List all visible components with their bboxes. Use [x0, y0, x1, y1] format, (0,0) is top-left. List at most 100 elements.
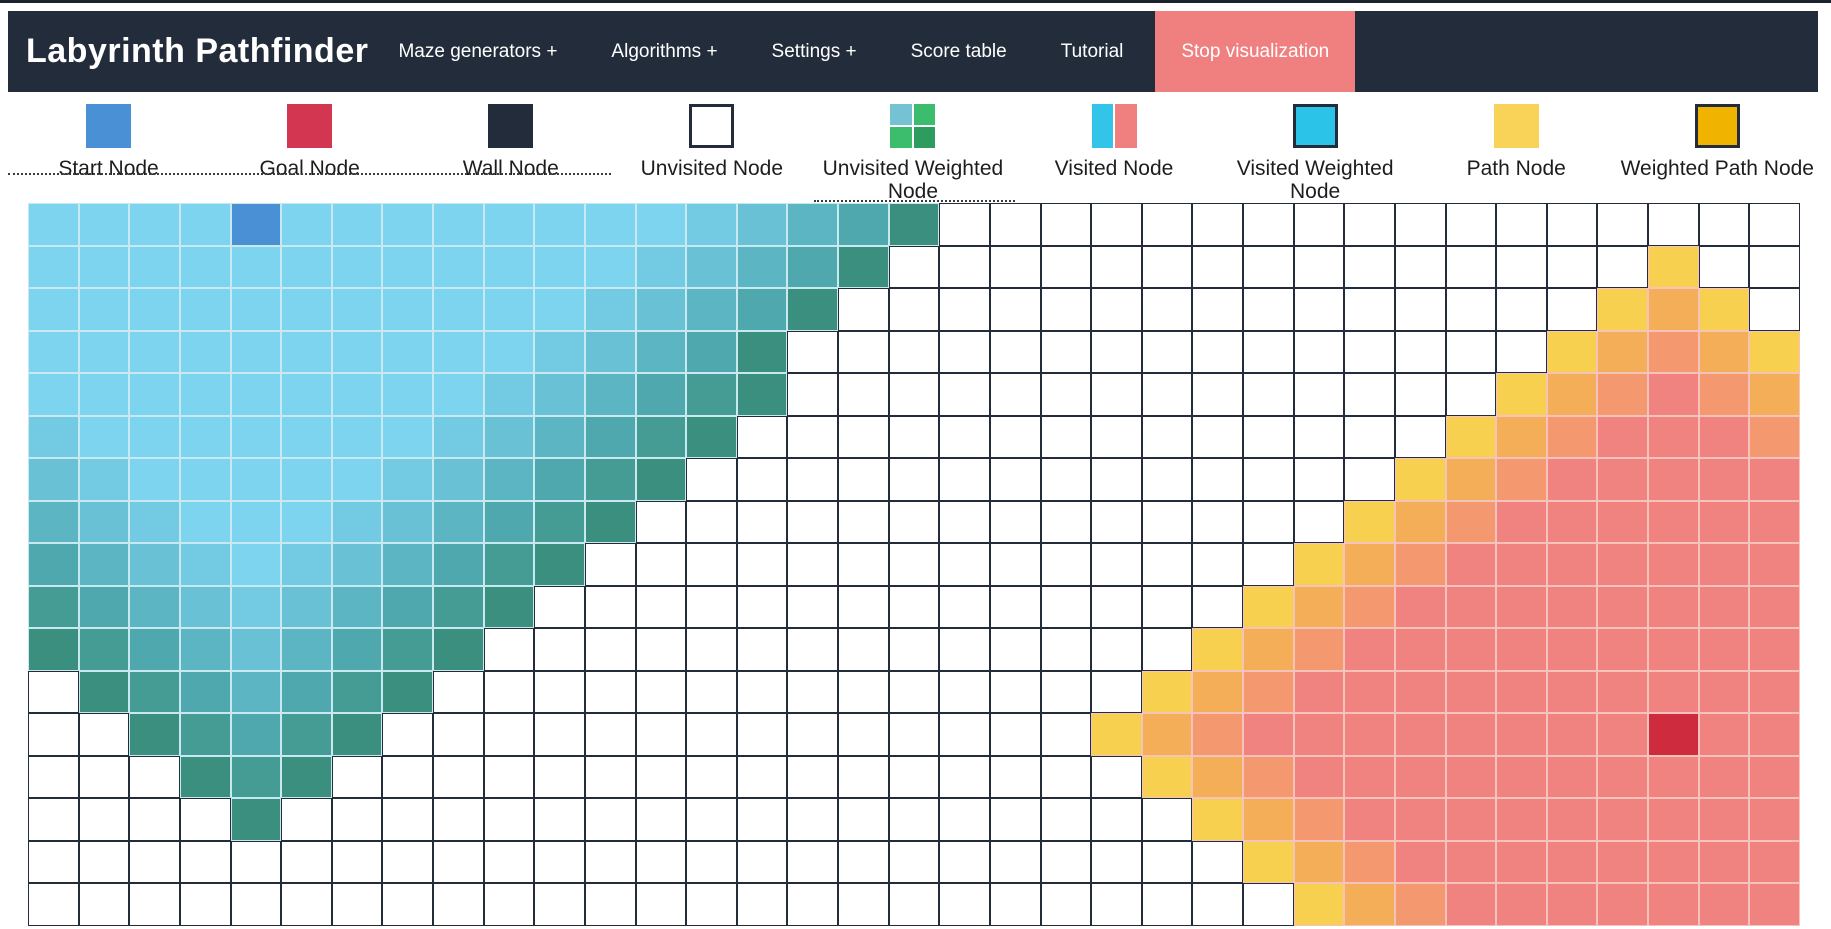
- unvisited-cell[interactable]: [838, 415, 889, 458]
- visited-cell[interactable]: [230, 330, 282, 373]
- unvisited-cell[interactable]: [1749, 245, 1800, 288]
- unvisited-cell[interactable]: [989, 543, 1041, 586]
- unvisited-cell[interactable]: [28, 713, 79, 756]
- visited-cell[interactable]: [686, 330, 737, 373]
- unvisited-cell[interactable]: [534, 798, 585, 841]
- unvisited-cell[interactable]: [1141, 373, 1193, 416]
- visited-cell[interactable]: [433, 628, 484, 671]
- unvisited-cell[interactable]: [1243, 458, 1294, 501]
- visited-cell[interactable]: [1749, 373, 1800, 416]
- unvisited-cell[interactable]: [1293, 415, 1345, 458]
- unvisited-cell[interactable]: [28, 840, 79, 883]
- visited-cell[interactable]: [433, 288, 484, 331]
- visited-cell[interactable]: [1597, 288, 1648, 331]
- unvisited-cell[interactable]: [989, 755, 1041, 798]
- unvisited-cell[interactable]: [787, 840, 838, 883]
- visited-cell[interactable]: [736, 245, 788, 288]
- visited-cell[interactable]: [331, 628, 383, 671]
- unvisited-cell[interactable]: [331, 883, 383, 926]
- unvisited-cell[interactable]: [1496, 203, 1547, 246]
- visited-cell[interactable]: [281, 330, 332, 373]
- visited-cell[interactable]: [78, 670, 130, 713]
- unvisited-cell[interactable]: [382, 840, 433, 883]
- unvisited-cell[interactable]: [888, 840, 940, 883]
- unvisited-cell[interactable]: [1141, 798, 1193, 841]
- visited-cell[interactable]: [28, 373, 79, 416]
- visited-cell[interactable]: [1698, 458, 1750, 501]
- visited-cell[interactable]: [1394, 458, 1446, 501]
- visited-cell[interactable]: [1698, 500, 1750, 543]
- unvisited-cell[interactable]: [1445, 330, 1497, 373]
- unvisited-cell[interactable]: [281, 798, 332, 841]
- unvisited-cell[interactable]: [584, 883, 636, 926]
- visited-cell[interactable]: [1293, 798, 1345, 841]
- unvisited-cell[interactable]: [1597, 203, 1648, 246]
- unvisited-cell[interactable]: [1192, 203, 1243, 246]
- visited-cell[interactable]: [1243, 585, 1294, 628]
- visited-cell[interactable]: [230, 373, 282, 416]
- visited-cell[interactable]: [1698, 330, 1750, 373]
- visited-cell[interactable]: [281, 415, 332, 458]
- visited-cell[interactable]: [1394, 500, 1446, 543]
- unvisited-cell[interactable]: [433, 840, 484, 883]
- unvisited-cell[interactable]: [736, 543, 788, 586]
- unvisited-cell[interactable]: [939, 798, 990, 841]
- unvisited-cell[interactable]: [787, 415, 838, 458]
- unvisited-cell[interactable]: [838, 500, 889, 543]
- unvisited-cell[interactable]: [1040, 500, 1092, 543]
- visited-cell[interactable]: [1496, 798, 1547, 841]
- visited-cell[interactable]: [1597, 458, 1648, 501]
- unvisited-cell[interactable]: [1394, 373, 1446, 416]
- unvisited-cell[interactable]: [28, 670, 79, 713]
- visited-cell[interactable]: [28, 415, 79, 458]
- visited-cell[interactable]: [28, 288, 79, 331]
- unvisited-cell[interactable]: [230, 883, 282, 926]
- visited-cell[interactable]: [78, 415, 130, 458]
- visited-cell[interactable]: [1293, 840, 1345, 883]
- visited-cell[interactable]: [1445, 798, 1497, 841]
- unvisited-cell[interactable]: [1091, 883, 1142, 926]
- visited-cell[interactable]: [331, 373, 383, 416]
- visited-cell[interactable]: [1749, 415, 1800, 458]
- unvisited-cell[interactable]: [1243, 373, 1294, 416]
- visited-cell[interactable]: [179, 415, 231, 458]
- visited-cell[interactable]: [78, 543, 130, 586]
- unvisited-cell[interactable]: [331, 755, 383, 798]
- visited-cell[interactable]: [1394, 543, 1446, 586]
- visited-cell[interactable]: [483, 245, 535, 288]
- unvisited-cell[interactable]: [787, 713, 838, 756]
- unvisited-cell[interactable]: [1091, 840, 1142, 883]
- unvisited-cell[interactable]: [838, 755, 889, 798]
- visited-cell[interactable]: [736, 373, 788, 416]
- unvisited-cell[interactable]: [129, 883, 180, 926]
- unvisited-cell[interactable]: [483, 798, 535, 841]
- visited-cell[interactable]: [230, 415, 282, 458]
- unvisited-cell[interactable]: [1394, 330, 1446, 373]
- unvisited-cell[interactable]: [281, 840, 332, 883]
- visited-cell[interactable]: [1597, 415, 1648, 458]
- visited-cell[interactable]: [433, 543, 484, 586]
- visited-cell[interactable]: [281, 373, 332, 416]
- visited-cell[interactable]: [331, 585, 383, 628]
- visited-cell[interactable]: [1698, 883, 1750, 926]
- unvisited-cell[interactable]: [1749, 203, 1800, 246]
- visited-cell[interactable]: [281, 713, 332, 756]
- unvisited-cell[interactable]: [989, 628, 1041, 671]
- visited-cell[interactable]: [230, 798, 282, 841]
- unvisited-cell[interactable]: [584, 840, 636, 883]
- visited-cell[interactable]: [1648, 883, 1699, 926]
- visited-cell[interactable]: [1648, 840, 1699, 883]
- unvisited-cell[interactable]: [939, 628, 990, 671]
- unvisited-cell[interactable]: [483, 628, 535, 671]
- unvisited-cell[interactable]: [787, 330, 838, 373]
- visited-cell[interactable]: [534, 458, 585, 501]
- unvisited-cell[interactable]: [787, 458, 838, 501]
- visited-cell[interactable]: [281, 500, 332, 543]
- visited-cell[interactable]: [1597, 670, 1648, 713]
- unvisited-cell[interactable]: [584, 713, 636, 756]
- unvisited-cell[interactable]: [1293, 500, 1345, 543]
- visited-cell[interactable]: [179, 373, 231, 416]
- visited-cell[interactable]: [1597, 585, 1648, 628]
- visited-cell[interactable]: [230, 585, 282, 628]
- visited-cell[interactable]: [1496, 713, 1547, 756]
